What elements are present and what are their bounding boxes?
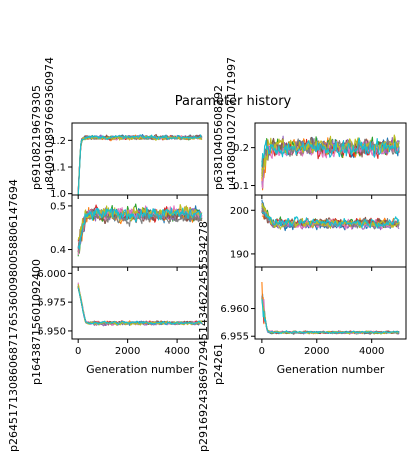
y-axis-label: µ410809102707171997 — [225, 57, 238, 190]
y-tick-label: 190 — [230, 249, 249, 260]
y-axis-label: p16438715601092400 — [30, 259, 43, 385]
y-axis-label: p24261 — [212, 343, 225, 385]
x-tick-label: 0 — [75, 346, 81, 357]
x-tick-label: 2000 — [304, 346, 329, 357]
y-axis-label: p26451713086068717653600980058806147694 — [7, 179, 20, 452]
y-axis-label: µ840910897669360974 — [43, 57, 56, 190]
x-tick-label: 4000 — [164, 346, 189, 357]
x-axis-label: Generation number — [86, 363, 194, 376]
y-tick-label: 0.5 — [50, 201, 66, 212]
y-tick-label: 0.4 — [50, 245, 66, 256]
y-tick-label: 6.955 — [220, 332, 249, 343]
x-tick-label: 4000 — [359, 346, 384, 357]
y-tick-label: 200 — [230, 206, 249, 217]
x-tick-label: 2000 — [115, 346, 140, 357]
x-tick-label: 0 — [259, 346, 265, 357]
y-axis-label: p69108219679305 — [30, 85, 43, 190]
y-tick-label: 6.960 — [220, 304, 249, 315]
x-axis-label: Generation number — [277, 363, 385, 376]
y-axis-label: p63810405608292 — [212, 85, 225, 190]
